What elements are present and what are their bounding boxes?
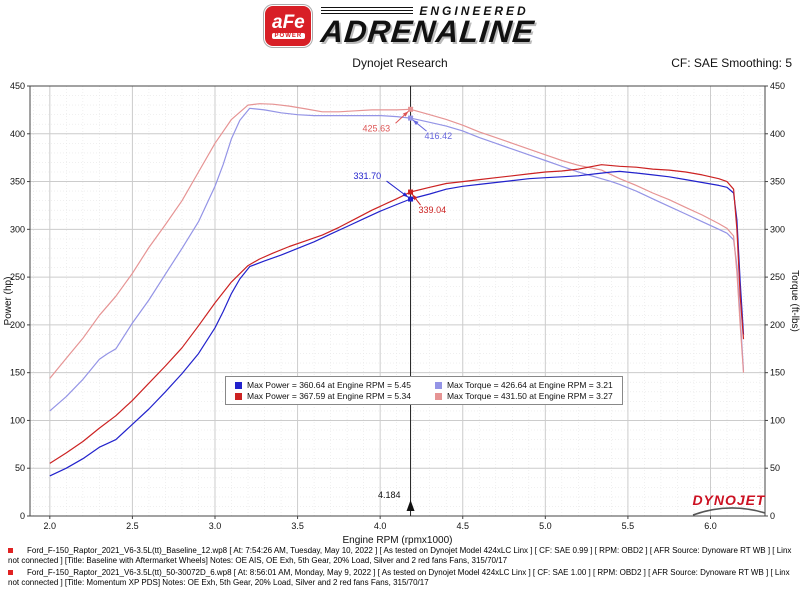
chart-title: Dynojet Research bbox=[352, 56, 448, 70]
x-tick-label: 4.0 bbox=[374, 521, 387, 531]
cursor-value-label: 4.184 bbox=[378, 490, 401, 500]
brand-wordmark: ENGINEERED ADRENALINE bbox=[319, 3, 537, 50]
cursor-marker-icon bbox=[406, 500, 415, 511]
cursor-point-marker bbox=[408, 196, 414, 202]
y-axis-title-right: Torque (ft-lbs) bbox=[789, 270, 800, 332]
y-tick-label-left: 250 bbox=[10, 272, 25, 282]
speed-lines-icon bbox=[321, 7, 414, 14]
annotation-arrowhead-icon bbox=[402, 192, 409, 198]
y-tick-label-right: 0 bbox=[770, 511, 775, 521]
legend-item: Max Power = 360.64 at Engine RPM = 5.45 bbox=[235, 380, 411, 390]
annotation-arrowhead-icon bbox=[412, 119, 419, 126]
legend-label: Max Torque = 426.64 at Engine RPM = 3.21 bbox=[446, 380, 613, 390]
curve-baseline-power bbox=[49, 170, 745, 477]
legend-box: Max Power = 360.64 at Engine RPM = 5.45 M… bbox=[225, 376, 623, 405]
chart-area: 2.0 2.5 3.0 3.5 4.0 4.5 5.0 5.5 6.0 0 0 50 50 100 100 1… bbox=[0, 80, 800, 545]
legend-item: Max Power = 367.59 at Engine RPM = 5.34 bbox=[235, 391, 411, 401]
afe-power-logo: aFe POWER bbox=[265, 5, 312, 46]
x-tick-label: 4.5 bbox=[456, 521, 469, 531]
x-tick-label: 2.0 bbox=[44, 521, 57, 531]
x-tick-label: 6.0 bbox=[704, 521, 717, 531]
brand-logo: aFe POWER ENGINEERED ADRENALINE bbox=[0, 3, 800, 50]
afe-power-label: POWER bbox=[271, 32, 306, 39]
legend-label: Max Torque = 431.50 at Engine RPM = 3.27 bbox=[446, 391, 613, 401]
dynojet-logo-text: DYNOJET bbox=[692, 492, 766, 508]
run-info-line: Ford_F-150_Raptor_2021_V6-3.5L(tt)_50-30… bbox=[8, 568, 796, 588]
legend-swatch-icon bbox=[434, 381, 442, 389]
cursor-point-marker bbox=[408, 106, 414, 112]
plot-background bbox=[30, 86, 765, 516]
y-tick-label-left: 400 bbox=[10, 129, 25, 139]
curve-baseline-torque bbox=[49, 107, 745, 412]
legend-label: Max Power = 360.64 at Engine RPM = 5.45 bbox=[247, 380, 411, 390]
x-tick-label: 5.0 bbox=[539, 521, 552, 531]
run-info-line: Ford_F-150_Raptor_2021_V6-3.5L(tt)_Basel… bbox=[8, 546, 796, 566]
legend-label: Max Power = 367.59 at Engine RPM = 5.34 bbox=[247, 391, 411, 401]
run-info-text: Ford_F-150_Raptor_2021_V6-3.5L(tt)_Basel… bbox=[8, 546, 792, 565]
cursor-point-marker bbox=[408, 189, 414, 195]
y-tick-label-left: 300 bbox=[10, 224, 25, 234]
annotation-value-label: 416.42 bbox=[425, 131, 453, 141]
afe-logo-text: aFe bbox=[272, 11, 305, 33]
legend-swatch-icon bbox=[235, 381, 242, 389]
x-tick-label: 3.0 bbox=[209, 521, 222, 531]
dynojet-swoosh-icon bbox=[692, 507, 766, 516]
annotation-arrowhead-icon bbox=[402, 111, 409, 117]
footer-runs: Ford_F-150_Raptor_2021_V6-3.5L(tt)_Basel… bbox=[8, 546, 796, 590]
y-tick-label-right: 450 bbox=[770, 81, 785, 91]
y-axis-title-left: Power (hp) bbox=[3, 277, 14, 326]
legend-item: Max Torque = 431.50 at Engine RPM = 3.27 bbox=[434, 391, 613, 401]
y-tick-label-left: 50 bbox=[15, 463, 25, 473]
y-tick-label-left: 0 bbox=[20, 511, 25, 521]
y-tick-label-left: 350 bbox=[10, 177, 25, 187]
y-tick-label-right: 300 bbox=[770, 224, 785, 234]
y-tick-label-left: 200 bbox=[10, 320, 25, 330]
y-tick-label-left: 100 bbox=[10, 415, 25, 425]
engineered-text: ENGINEERED bbox=[419, 3, 529, 18]
y-tick-label-right: 350 bbox=[770, 177, 785, 187]
run-bullet-icon bbox=[8, 548, 13, 554]
legend-swatch-icon bbox=[434, 392, 442, 400]
y-tick-label-right: 150 bbox=[770, 368, 785, 378]
y-tick-label-left: 450 bbox=[10, 81, 25, 91]
y-tick-label-right: 200 bbox=[770, 320, 785, 330]
x-tick-label: 5.5 bbox=[622, 521, 635, 531]
x-tick-label: 3.5 bbox=[291, 521, 304, 531]
annotation-value-label: 339.04 bbox=[419, 205, 447, 215]
dynojet-logo: DYNOJET bbox=[692, 492, 766, 516]
x-tick-label: 2.5 bbox=[126, 521, 139, 531]
x-axis-title: Engine RPM (rpmx1000) bbox=[342, 535, 452, 545]
y-tick-label-right: 400 bbox=[770, 129, 785, 139]
adrenaline-text: ADRENALINE bbox=[319, 14, 537, 49]
plot-border bbox=[29, 85, 766, 517]
legend-swatch-icon bbox=[235, 392, 242, 400]
annotation-arrowhead-icon bbox=[412, 194, 418, 201]
y-tick-label-left: 150 bbox=[10, 368, 25, 378]
y-tick-label-right: 250 bbox=[770, 272, 785, 282]
y-tick-label-right: 50 bbox=[770, 463, 780, 473]
cf-smoothing-label: CF: SAE Smoothing: 5 bbox=[671, 56, 792, 70]
annotation-value-label: 425.63 bbox=[363, 123, 391, 133]
run-info-text: Ford_F-150_Raptor_2021_V6-3.5L(tt)_50-30… bbox=[8, 568, 790, 587]
run-bullet-icon bbox=[8, 570, 13, 576]
legend-item: Max Torque = 426.64 at Engine RPM = 3.21 bbox=[434, 380, 613, 390]
annotation-value-label: 331.70 bbox=[354, 171, 382, 181]
y-tick-label-right: 100 bbox=[770, 415, 785, 425]
cursor-point-marker bbox=[408, 115, 414, 121]
dyno-graph: 2.0 2.5 3.0 3.5 4.0 4.5 5.0 5.5 6.0 0 0 50 50 100 100 1… bbox=[3, 81, 800, 545]
